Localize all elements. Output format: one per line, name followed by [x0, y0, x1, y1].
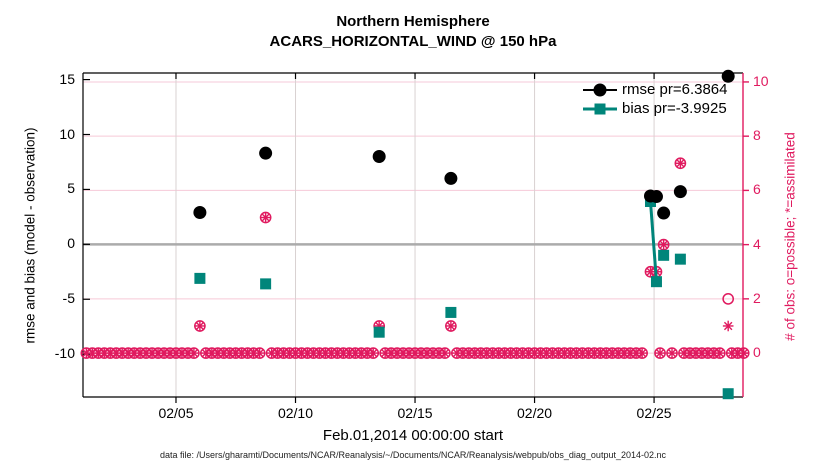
y-left-tick-10: 10 — [59, 125, 75, 142]
y-right-tick-0: 0 — [753, 344, 761, 361]
y-left-tick-5: 5 — [67, 180, 75, 197]
chart-subtitle: ACARS_HORIZONTAL_WIND @ 150 hPa — [269, 33, 557, 50]
rmse-marker-icon — [583, 83, 617, 96]
legend-item-rmse: rmse pr=6.3864 — [582, 80, 727, 99]
data-file-caption: data file: /Users/gharamti/Documents/NCA… — [159, 450, 666, 460]
legend: rmse pr=6.3864 bias pr=-3.9925 — [582, 80, 727, 118]
x-tick-02/20: 02/20 — [517, 405, 553, 421]
y-right-tick-4: 4 — [753, 235, 761, 252]
legend-bias-label: bias pr=-3.9925 — [622, 100, 727, 117]
y-left-tick-0: 0 — [67, 235, 75, 252]
y-right-tick-10: 10 — [753, 72, 769, 89]
x-tick-02/05: 02/05 — [158, 405, 194, 421]
y-left-tick-15: 15 — [59, 70, 75, 87]
bias-marker-icon — [583, 103, 617, 114]
y-right-tick-6: 6 — [753, 181, 761, 198]
x-tick-02/25: 02/25 — [636, 405, 672, 421]
y-right-tick-8: 8 — [753, 127, 761, 144]
zero-obs-row — [80, 347, 750, 359]
chart-title: Northern Hemisphere — [336, 13, 490, 30]
legend-item-bias: bias pr=-3.9925 — [582, 99, 727, 118]
axes-box — [82, 72, 749, 403]
x-tick-02/15: 02/15 — [397, 405, 433, 421]
legend-rmse-label: rmse pr=6.3864 — [622, 81, 728, 98]
y-left-tick--5: -5 — [62, 290, 75, 307]
y-left-tick--10: -10 — [54, 345, 75, 362]
y-right-tick-2: 2 — [753, 289, 761, 306]
x-axis-label: Feb.01,2014 00:00:00 start — [322, 427, 504, 444]
rmse-series — [193, 69, 735, 220]
x-tick-02/10: 02/10 — [277, 405, 314, 421]
